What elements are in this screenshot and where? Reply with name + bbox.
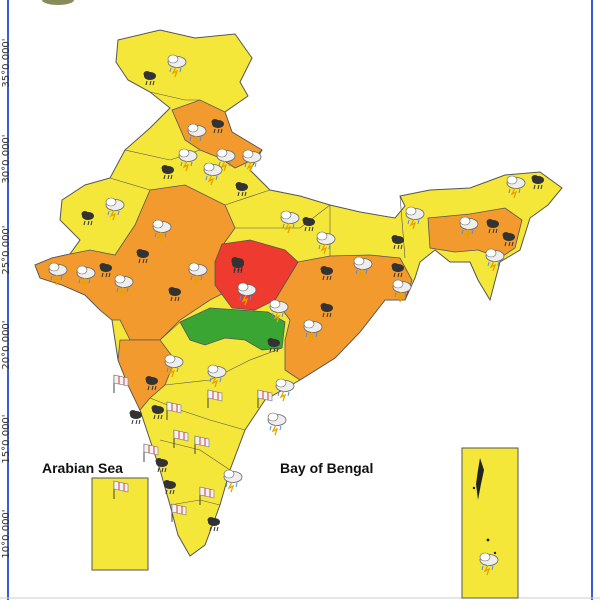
latitude-label-20: 20°0.000' [1, 320, 12, 370]
imd-logo-fragment [42, 0, 74, 5]
region-northeast-orange [427, 207, 523, 259]
district-borders [109, 91, 479, 506]
latitude-label-35: 35°0.000' [1, 38, 12, 88]
andaman-islands [472, 458, 497, 555]
latitude-label-25: 25°0.000' [1, 225, 12, 275]
region-vidarbha-green [179, 307, 286, 351]
lakshadweep-inset [91, 477, 149, 571]
region-gujarat-rajasthan-mp-orange [34, 184, 236, 341]
heavy-rain-cloud-icon [129, 409, 143, 425]
latitude-label-15: 15°0.000' [1, 414, 12, 464]
windsock-icon [113, 374, 129, 394]
region-east-central-orange [274, 254, 413, 381]
latitude-label-10: 10°0.000' [1, 509, 12, 559]
bay-of-bengal-label: Bay of Bengal [280, 460, 374, 476]
arabian-sea-label: Arabian Sea [42, 460, 123, 476]
andaman-nicobar-inset [461, 447, 519, 599]
thunderstorm-rain-icon [267, 412, 287, 436]
windsock-icon [143, 443, 159, 463]
latitude-label-30: 30°0.000' [1, 134, 12, 184]
thunderstorm-rain-icon [275, 378, 295, 402]
thunderstorm-rain-icon [223, 469, 243, 493]
